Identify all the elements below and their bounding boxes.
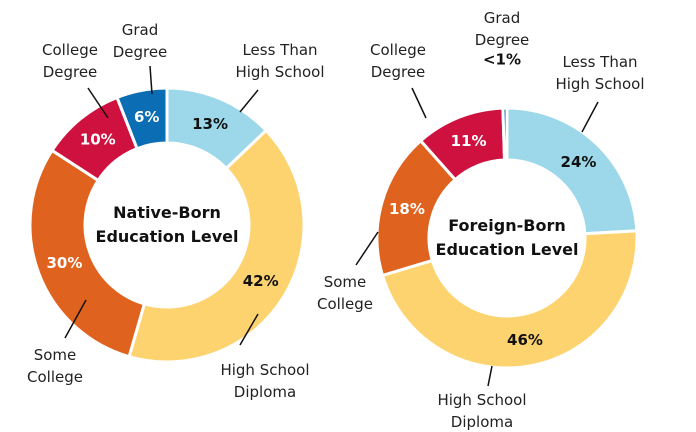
leader-line — [581, 101, 599, 133]
value-label: 42% — [243, 272, 279, 290]
category-label: Some College — [27, 346, 83, 386]
value-label: <1% — [483, 51, 521, 69]
donut-segment — [380, 229, 639, 370]
category-label: College Degree — [370, 41, 426, 81]
category-line: Less Than — [562, 53, 637, 71]
category-line: High School — [235, 63, 324, 81]
center-label: Foreign-Born Education Level — [436, 216, 579, 259]
category-line: High School — [220, 361, 309, 379]
category-line: College — [370, 41, 426, 59]
leader-line — [149, 65, 153, 95]
category-line: Grad — [122, 21, 159, 39]
category-label: Less Than High School — [555, 53, 644, 93]
donut-segment — [501, 106, 509, 162]
value-label: 11% — [451, 132, 487, 150]
category-line: Some — [324, 273, 367, 291]
leader-line — [355, 231, 379, 266]
category-line: High School — [555, 75, 644, 93]
center-line: Education Level — [436, 240, 579, 259]
leader-line — [239, 313, 259, 346]
category-label: High School Diploma — [220, 361, 309, 401]
category-line: Degree — [113, 43, 168, 61]
category-line: Degree — [371, 63, 426, 81]
category-line: College — [27, 368, 83, 386]
value-label: 18% — [389, 200, 425, 218]
value-label: 24% — [561, 153, 597, 171]
leader-line — [87, 87, 109, 119]
category-label: Less Than High School — [235, 41, 324, 81]
value-label: 13% — [192, 115, 228, 133]
category-line: Degree — [43, 63, 98, 81]
category-label: College Degree — [42, 41, 98, 81]
donut-segment — [127, 128, 306, 364]
leader-line — [239, 89, 259, 113]
center-label: Native-Born Education Level — [96, 203, 239, 246]
category-label: Grad Degree — [113, 21, 168, 61]
leader-line — [487, 365, 493, 387]
category-label: Grad Degree — [475, 9, 530, 49]
category-label: Some College — [317, 273, 373, 313]
category-line: Grad — [484, 9, 521, 27]
center-line: Native-Born — [113, 203, 221, 222]
category-line: College — [317, 295, 373, 313]
category-line: College — [42, 41, 98, 59]
donut-segment — [28, 148, 147, 359]
value-label: 6% — [134, 108, 159, 126]
category-label: High School Diploma — [437, 391, 526, 431]
leader-line — [64, 299, 87, 339]
category-line: Degree — [475, 31, 530, 49]
category-line: Less Than — [242, 41, 317, 59]
center-line: Education Level — [96, 227, 239, 246]
category-line: Some — [34, 346, 77, 364]
category-line: Diploma — [451, 413, 513, 431]
value-label: 30% — [46, 254, 82, 272]
value-label: 46% — [507, 331, 543, 349]
category-line: High School — [437, 391, 526, 409]
center-line: Foreign-Born — [448, 216, 565, 235]
leader-line — [411, 87, 427, 119]
donut-segment — [115, 86, 169, 151]
value-label: 10% — [80, 131, 116, 149]
category-line: Diploma — [234, 383, 296, 401]
